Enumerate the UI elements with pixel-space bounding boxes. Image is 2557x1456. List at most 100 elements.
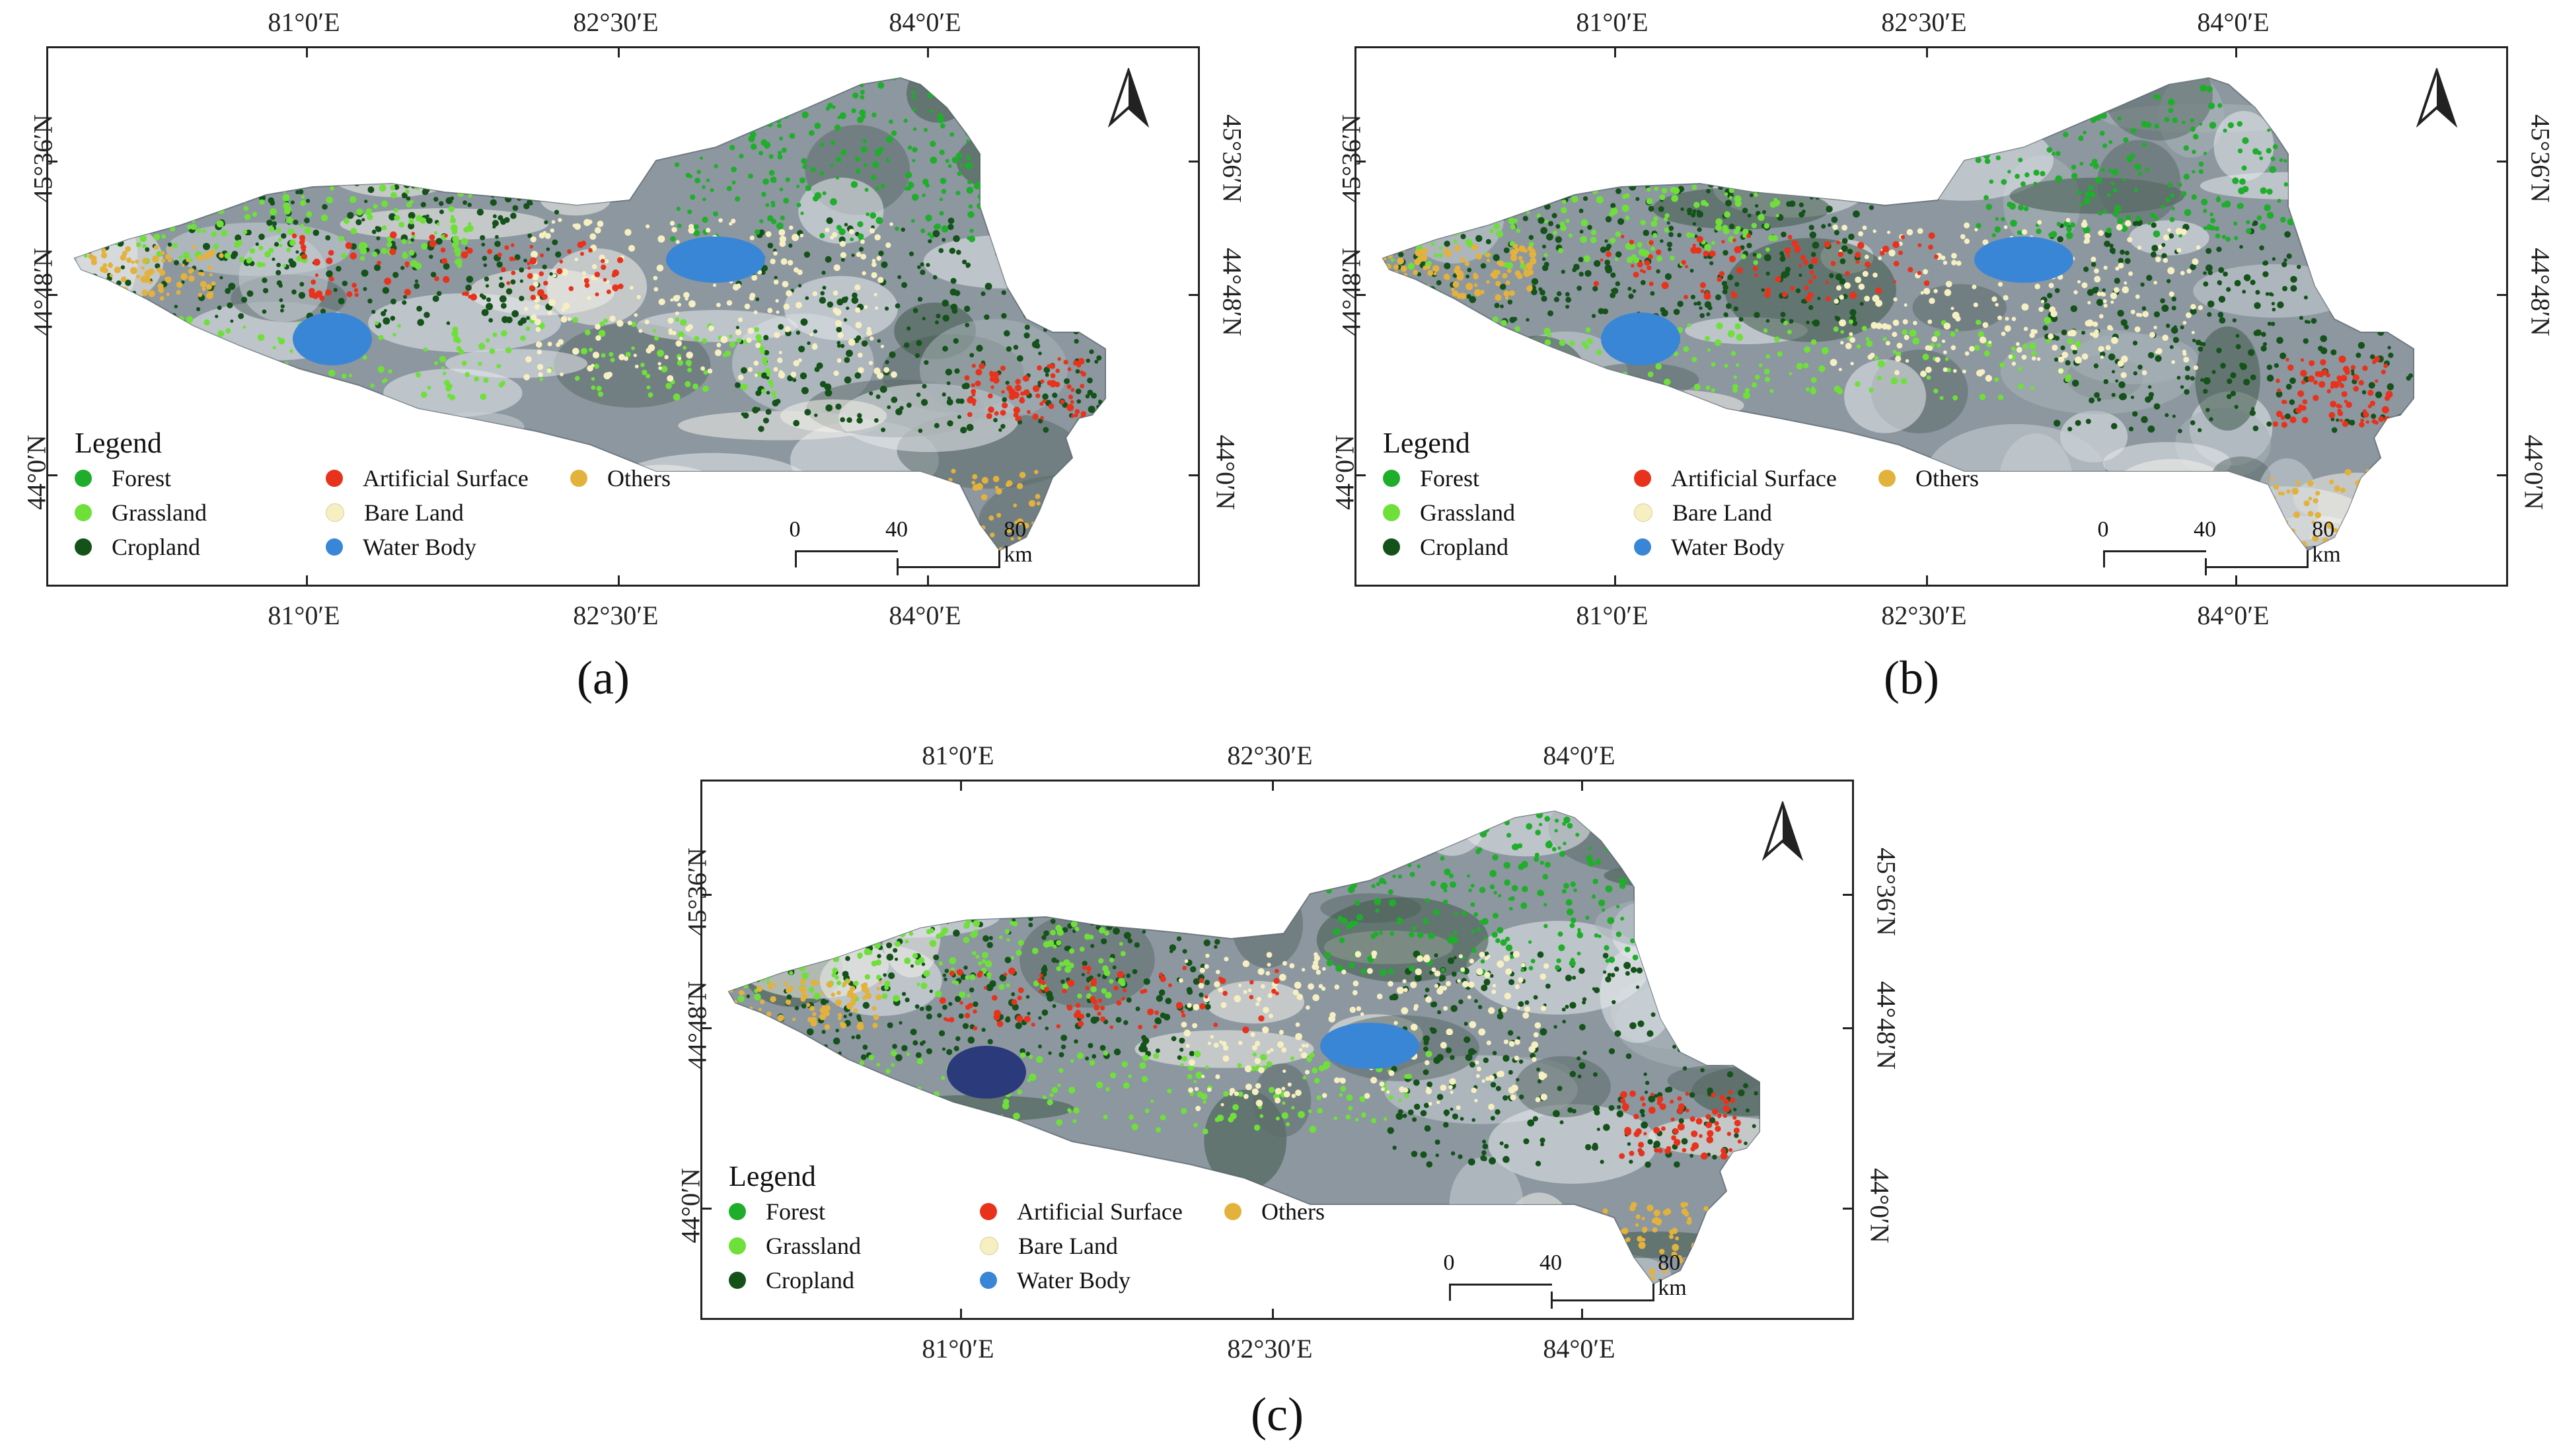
class-dot xyxy=(1604,239,1608,243)
class-dot xyxy=(854,372,862,379)
class-dot xyxy=(1397,257,1405,265)
class-dot xyxy=(2061,112,2065,116)
class-dot xyxy=(227,302,233,309)
class-dot xyxy=(439,209,444,215)
class-dot xyxy=(1773,198,1778,202)
class-dot xyxy=(1711,240,1716,245)
legend-label: Artificial Surface xyxy=(363,465,529,491)
class-dot xyxy=(155,263,161,269)
class-dot xyxy=(538,372,543,377)
class-dot xyxy=(2075,419,2081,426)
class-dot xyxy=(224,252,231,259)
class-dot xyxy=(610,357,615,363)
class-dot xyxy=(702,185,706,190)
class-dot xyxy=(1444,250,1452,258)
class-dot xyxy=(354,293,359,297)
class-dot xyxy=(1080,476,1084,480)
class-dot xyxy=(2207,300,2215,308)
class-dot xyxy=(2216,196,2221,200)
class-dot xyxy=(778,324,784,330)
class-dot xyxy=(80,242,87,248)
class-dot xyxy=(700,366,706,371)
class-dot xyxy=(937,116,944,124)
class-dot xyxy=(1745,1108,1750,1113)
class-dot xyxy=(870,336,874,341)
class-dot xyxy=(2320,359,2326,366)
class-dot xyxy=(2300,369,2307,377)
class-dot xyxy=(537,289,544,297)
class-dot xyxy=(2280,415,2285,420)
class-dot xyxy=(920,228,926,233)
class-dot xyxy=(793,360,799,367)
class-dot xyxy=(2198,161,2204,167)
class-dot xyxy=(1079,248,1084,252)
class-dot xyxy=(221,229,228,237)
class-dot xyxy=(498,282,505,289)
class-dot xyxy=(352,283,357,288)
class-dot xyxy=(1669,255,1675,261)
class-dot xyxy=(1847,248,1853,254)
class-dot xyxy=(801,1003,807,1009)
latitude-label-left: 44°48′N xyxy=(1336,248,1366,336)
terrain-patch xyxy=(729,880,828,922)
class-dot xyxy=(484,276,490,282)
class-dot xyxy=(1200,963,1206,969)
class-dot xyxy=(1388,288,1393,293)
class-dot xyxy=(1099,1044,1106,1051)
class-dot xyxy=(912,486,920,493)
class-dot xyxy=(1983,350,1990,357)
class-dot xyxy=(217,379,224,385)
class-dot xyxy=(837,78,844,83)
class-dot xyxy=(1058,495,1066,503)
class-dot xyxy=(2320,275,2328,283)
class-dot xyxy=(1933,388,1939,394)
class-dot xyxy=(1943,260,1948,265)
class-dot xyxy=(517,320,524,326)
class-dot xyxy=(981,95,987,101)
terrain-patch xyxy=(348,89,525,190)
class-dot xyxy=(929,109,934,114)
class-dot xyxy=(1428,230,1434,236)
class-dot xyxy=(2264,204,2271,211)
class-dot xyxy=(2252,223,2256,227)
class-dot xyxy=(1754,273,1758,277)
class-dot xyxy=(2170,193,2175,198)
class-dot xyxy=(414,283,420,289)
class-dot xyxy=(2033,169,2040,176)
class-dot xyxy=(1516,200,1520,205)
class-dot xyxy=(2233,221,2238,226)
class-dot xyxy=(1516,273,1523,279)
class-dot xyxy=(1388,278,1395,285)
class-dot xyxy=(2230,390,2237,396)
class-dot xyxy=(433,196,439,202)
class-dot xyxy=(58,204,62,208)
class-dot xyxy=(341,252,347,259)
class-dot xyxy=(1409,280,1413,284)
class-dot xyxy=(850,237,854,242)
class-dot xyxy=(967,1037,975,1044)
class-dot xyxy=(1494,303,1500,309)
class-dot xyxy=(1841,238,1848,244)
class-dot xyxy=(2165,413,2169,418)
class-dot xyxy=(66,293,71,297)
class-dot xyxy=(901,281,908,288)
class-dot xyxy=(1080,497,1088,505)
class-dot xyxy=(2087,289,2094,296)
class-dot xyxy=(885,359,889,365)
terrain-patch xyxy=(241,139,301,185)
class-dot xyxy=(716,342,722,347)
class-dot xyxy=(2270,293,2274,297)
class-dot xyxy=(966,423,974,431)
class-dot xyxy=(2290,275,2297,283)
class-dot xyxy=(712,283,717,287)
class-dot xyxy=(161,317,168,324)
class-dot xyxy=(947,164,952,168)
class-dot xyxy=(1783,320,1788,326)
class-dot xyxy=(1875,287,1882,295)
class-dot xyxy=(1784,247,1791,254)
class-dot xyxy=(2232,177,2239,184)
class-dot xyxy=(1453,349,1457,353)
class-dot xyxy=(2132,411,2138,417)
class-dot xyxy=(1648,205,1654,212)
class-dot xyxy=(675,340,683,347)
